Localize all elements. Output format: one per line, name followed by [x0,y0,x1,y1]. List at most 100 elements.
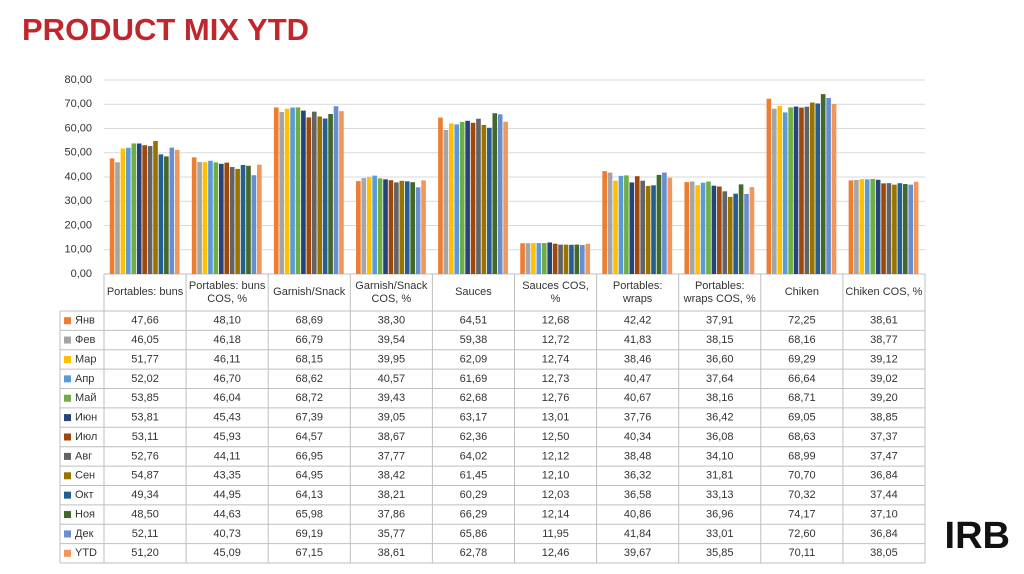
data-label: 62,78 [460,547,488,559]
category-cell: Portables: wraps [612,279,663,305]
bar [202,162,208,274]
bar [279,112,285,275]
data-label: 60,29 [460,489,488,501]
bar [301,110,306,274]
bar [229,167,235,274]
data-label: 38,30 [378,315,406,327]
x-tick-label: Garnish/Snack [273,286,346,298]
data-label: 68,62 [295,373,323,385]
data-label: 40,73 [213,528,241,540]
y-tick-label: 60,00 [64,122,92,134]
category-cell: Sauces COS, % [522,279,589,305]
legend-swatch [64,317,71,325]
bar [476,118,481,275]
bar [624,175,629,274]
bar [826,97,831,274]
bar [174,149,180,274]
bar [208,160,213,274]
data-label: 49,34 [131,489,159,501]
bar [295,107,301,274]
x-tick-label: Sauces [455,286,492,298]
bar [153,140,158,274]
bar [481,124,487,274]
data-label: 37,77 [378,450,406,462]
bar [459,122,465,274]
data-label: 37,86 [378,508,406,520]
x-tick-label: Portables: wraps [612,279,663,305]
bar [793,106,799,275]
category-cell: Garnish/Snack [273,286,346,298]
bar [886,183,892,274]
data-label: 64,13 [295,489,323,501]
data-label: 38,85 [870,412,898,424]
data-label: 51,77 [131,353,159,365]
bar [579,245,585,274]
data-label: 12,12 [542,450,570,462]
data-label: 45,93 [213,431,241,443]
bar [147,146,153,274]
bar [815,103,821,274]
legend-swatch [64,394,71,402]
data-label: 54,87 [131,470,159,482]
legend-label: Апр [75,373,94,385]
legend-label: Ноя [75,508,95,520]
data-label: 38,61 [870,315,898,327]
data-label: 51,20 [131,547,159,559]
bar [897,183,903,274]
bar [706,181,711,274]
data-label: 44,63 [213,508,241,520]
bar [552,243,558,274]
data-label: 33,01 [706,528,734,540]
bar [547,242,553,274]
data-label: 38,48 [624,450,652,462]
data-label: 36,84 [870,528,898,540]
bar [689,181,695,274]
category-cell: Portables: buns [107,286,183,298]
legend-label: Фев [75,334,95,346]
bar [520,243,525,274]
data-label: 53,85 [131,392,159,404]
bar [311,111,317,275]
bar [169,147,175,274]
data-label: 70,70 [788,470,816,482]
bar [465,120,470,275]
bar [399,180,405,274]
bar [410,182,415,274]
bar [859,179,865,274]
bar [782,112,788,274]
bar [317,116,323,274]
legend-label: Янв [75,315,95,327]
data-label: 72,60 [788,528,816,540]
bar [881,183,886,274]
bar [339,111,344,274]
data-label: 68,63 [788,431,816,443]
bar [290,107,295,274]
data-label: 41,84 [624,528,652,540]
bar [115,162,120,274]
data-label: 39,02 [870,373,898,385]
bar [497,114,503,275]
bar [443,130,449,274]
y-tick-label: 10,00 [64,244,92,256]
legend-label: Июн [75,412,97,424]
data-label: 46,70 [213,373,241,385]
bar [536,243,542,274]
bar [607,172,613,274]
y-tick-label: 80,00 [64,74,92,86]
data-label: 62,36 [460,431,488,443]
legend-swatch [64,472,71,480]
data-label: 37,44 [870,489,898,501]
bar [711,185,717,274]
legend-label: YTD [75,547,97,559]
data-label: 64,95 [295,470,323,482]
data-label: 45,09 [213,547,241,559]
data-label: 68,69 [295,315,323,327]
bar [662,172,667,274]
data-label: 39,95 [378,353,406,365]
x-tick-label: Chiken [784,286,819,298]
x-tick-label: Sauces COS, % [522,279,589,305]
bar [618,175,624,274]
bar [470,122,476,274]
bar [602,171,607,274]
data-label: 59,38 [460,334,488,346]
